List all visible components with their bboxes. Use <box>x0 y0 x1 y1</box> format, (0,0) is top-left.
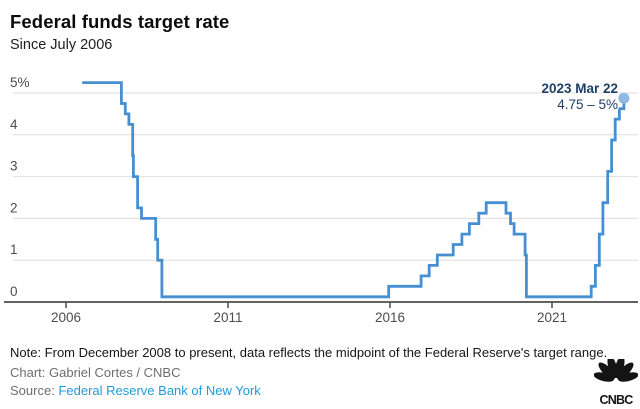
chart-credit: Chart: Gabriel Cortes / CNBC <box>10 365 181 380</box>
y-tick-label: 2 <box>10 200 18 215</box>
end-point-dot <box>618 92 630 104</box>
end-point-annotation: 2023 Mar 22 4.75 – 5% <box>541 81 618 113</box>
fed-funds-step-chart: 0 1 2 3 4 5% 2006 2011 2016 2021 <box>4 75 638 325</box>
x-tick-label: 2021 <box>537 310 567 325</box>
y-tick-label: 3 <box>10 159 18 174</box>
x-tick-label: 2016 <box>375 310 405 325</box>
source-line: Source: Federal Reserve Bank of New York <box>10 383 261 398</box>
source-label: Source: <box>10 383 55 398</box>
cnbc-logo-text: CNBC <box>600 393 634 407</box>
y-tick-label: 4 <box>10 117 18 132</box>
cnbc-peacock-icon <box>594 359 638 382</box>
y-tick-label: 1 <box>10 242 18 257</box>
x-tick-label: 2006 <box>51 310 81 325</box>
chart-title: Federal funds target rate <box>10 11 230 32</box>
source-link[interactable]: Federal Reserve Bank of New York <box>58 383 261 398</box>
cnbc-logo: CNBC <box>594 359 638 407</box>
x-tick-label: 2011 <box>213 310 242 325</box>
annotation-value-label: 4.75 – 5% <box>557 97 618 112</box>
y-tick-label: 0 <box>10 284 18 299</box>
rate-step-line <box>82 81 626 299</box>
y-tick-label: 5% <box>10 75 30 90</box>
annotation-date-label: 2023 Mar 22 <box>541 81 618 96</box>
chart-subtitle: Since July 2006 <box>10 37 113 53</box>
footnote: Note: From December 2008 to present, dat… <box>10 345 608 360</box>
